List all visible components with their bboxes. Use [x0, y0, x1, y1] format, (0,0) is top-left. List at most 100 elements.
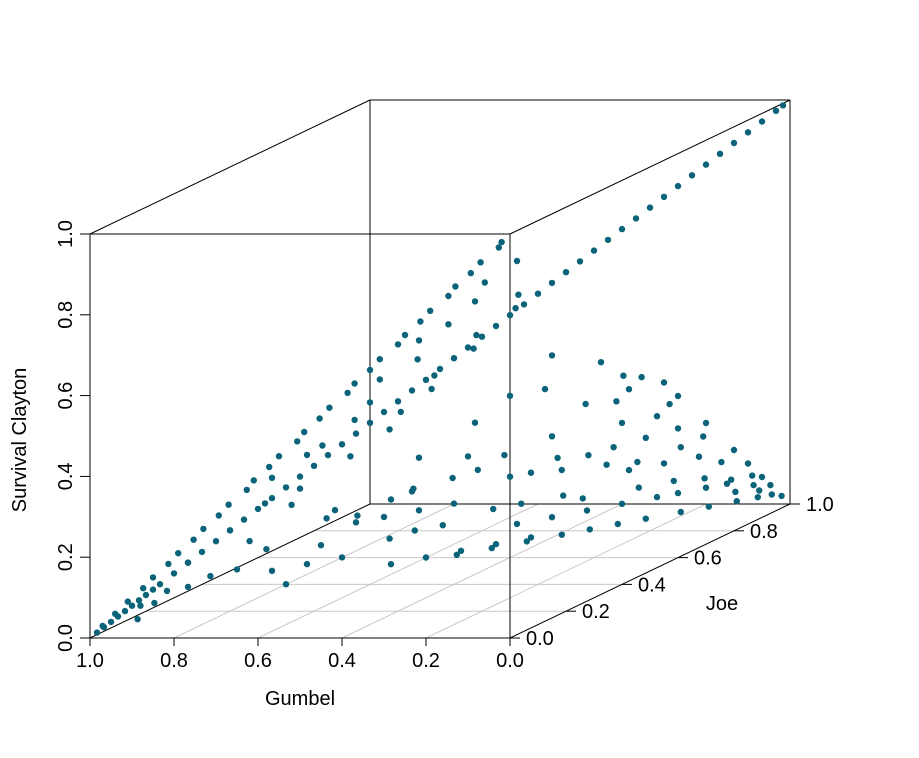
data-point: [488, 544, 495, 552]
data-point: [541, 385, 549, 393]
data-point: [354, 512, 361, 519]
data-point: [527, 534, 535, 541]
data-point: [415, 454, 423, 461]
y-tick-label: 0.2: [582, 601, 610, 623]
data-point: [449, 474, 456, 482]
data-point: [99, 622, 106, 630]
data-point: [473, 331, 480, 339]
y-tick-label: 0.4: [638, 574, 666, 596]
data-point: [750, 481, 757, 489]
data-point: [625, 466, 633, 474]
data-point: [730, 139, 738, 147]
box-edge: [89, 99, 371, 235]
z-axis: 0.0 0.2 0.4 0.6 0.8 1.0: [55, 220, 90, 652]
data-point: [558, 531, 565, 538]
data-point: [474, 466, 481, 474]
bounding-box: [89, 99, 791, 639]
z-tick-label: 0.2: [55, 543, 77, 571]
data-point: [730, 446, 738, 454]
data-points: [93, 102, 787, 636]
data-point: [310, 462, 318, 469]
data-point: [151, 599, 158, 607]
data-point: [772, 107, 780, 115]
data-point: [470, 345, 477, 352]
data-point: [215, 512, 222, 519]
data-point: [226, 527, 234, 534]
data-point: [387, 496, 395, 503]
floor-grid-line: [341, 503, 623, 639]
data-point: [445, 292, 452, 300]
data-point: [548, 279, 556, 287]
data-point: [243, 486, 250, 494]
z-tick-label: 0.0: [55, 624, 77, 652]
data-point: [352, 430, 360, 437]
data-point: [515, 291, 522, 298]
data-point: [625, 386, 633, 393]
data-point: [513, 257, 521, 265]
data-point: [250, 477, 257, 484]
data-point: [768, 491, 775, 498]
data-point: [723, 480, 731, 487]
data-point: [431, 372, 438, 379]
data-point: [492, 540, 500, 548]
data-point: [135, 597, 143, 604]
y-tick-label: 0.0: [526, 628, 554, 650]
data-point: [562, 269, 570, 276]
data-point: [618, 419, 626, 427]
data-point: [366, 419, 374, 426]
data-point: [338, 441, 346, 448]
data-point: [207, 572, 214, 580]
data-point: [618, 500, 626, 507]
data-point: [112, 610, 119, 617]
data-point: [411, 527, 418, 534]
data-point: [695, 453, 703, 460]
data-point: [512, 305, 519, 312]
data-point: [268, 494, 276, 502]
data-point: [767, 481, 774, 489]
data-point: [558, 466, 565, 474]
data-point: [610, 444, 617, 451]
data-point: [576, 258, 584, 265]
data-point: [478, 333, 486, 340]
data-point: [323, 515, 330, 522]
data-point: [200, 525, 207, 533]
y-tick-label: 1.0: [806, 494, 834, 516]
data-point: [380, 513, 388, 521]
data-point: [275, 453, 283, 460]
data-point: [732, 488, 739, 495]
data-point: [520, 301, 528, 308]
data-point: [184, 559, 192, 566]
floor-grid: [146, 503, 734, 639]
data-point: [756, 487, 763, 494]
data-point: [351, 416, 358, 424]
data-point: [513, 520, 521, 528]
data-point: [417, 318, 424, 325]
data-point: [464, 453, 472, 460]
data-point: [677, 444, 684, 451]
data-point: [380, 408, 388, 416]
data-point: [93, 629, 101, 636]
data-point: [471, 298, 479, 305]
data-point: [317, 542, 325, 549]
data-point: [635, 484, 642, 491]
data-point: [492, 322, 500, 330]
data-point: [338, 554, 346, 561]
z-tick-label: 0.6: [55, 382, 77, 410]
data-point: [585, 452, 592, 459]
data-point: [170, 570, 178, 577]
data-point: [620, 372, 627, 379]
data-point: [701, 475, 708, 482]
data-point: [198, 548, 206, 556]
box-edge: [509, 503, 791, 639]
data-point: [165, 560, 172, 568]
data-point: [653, 413, 661, 420]
data-point: [212, 538, 220, 545]
data-point: [294, 438, 301, 445]
data-point: [758, 473, 766, 481]
data-point: [149, 586, 157, 593]
data-point: [134, 616, 141, 623]
data-point: [376, 376, 383, 383]
data-point: [296, 485, 304, 492]
data-point: [758, 118, 766, 125]
data-point: [376, 356, 383, 363]
